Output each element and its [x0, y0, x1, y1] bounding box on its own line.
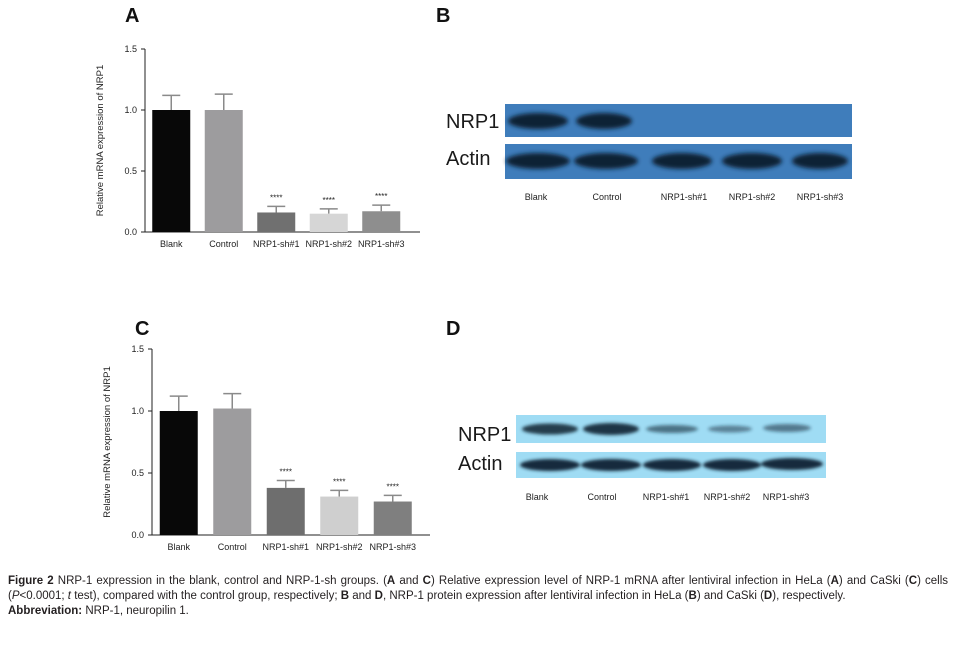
caption-figure-label: Figure 2: [8, 575, 54, 587]
blot-b-lane-control: Control: [592, 192, 621, 202]
figure-caption: Figure 2 NRP-1 expression in the blank, …: [8, 575, 949, 617]
blot-d-nrp1-band-control: [583, 423, 639, 435]
blot-b-actin-band-control: [574, 153, 638, 169]
y-tick-label: 1.0: [124, 105, 137, 115]
caption-ref: C: [422, 575, 431, 587]
blot-b-row-label-nrp1: NRP1: [446, 111, 499, 133]
caption-ref: D: [374, 590, 383, 602]
x-tick-label: NRP1-sh#3: [369, 542, 416, 552]
caption-ref: B: [340, 590, 350, 602]
bar: [320, 496, 359, 535]
blot-b-nrp1-band-blank: [508, 113, 568, 129]
caption-text: test), compared with the control group, …: [71, 590, 338, 602]
caption-text: and: [352, 590, 372, 602]
blot-b-lane-sh3: NRP1-sh#3: [797, 192, 844, 202]
caption-abbreviation-text: NRP-1, neuropilin 1.: [85, 605, 189, 617]
caption-text: ), respectively.: [772, 590, 846, 602]
blot-b-lane-blank: Blank: [525, 192, 548, 202]
caption-text: ) and CaSki (: [696, 590, 764, 602]
blot-d-actin-band-blank: [520, 459, 580, 471]
caption-ref: B: [688, 590, 697, 602]
x-tick-label: NRP1-sh#1: [253, 239, 300, 249]
bar: [373, 501, 412, 535]
blot-d-nrp1-band-blank: [522, 423, 578, 435]
caption-ref: C: [908, 575, 918, 587]
y-tick-label: 1.5: [124, 44, 137, 54]
caption-text: ) and CaSki (: [838, 575, 909, 587]
y-tick-label: 1.5: [131, 344, 144, 354]
caption-ref: t: [67, 590, 71, 602]
significance-label: ****: [323, 196, 335, 205]
caption-text: Relative expression level of NRP-1 mRNA …: [438, 575, 831, 587]
bar: [152, 110, 191, 232]
blot-d-actin-band-control: [581, 459, 641, 471]
x-tick-label: NRP1-sh#3: [358, 239, 405, 249]
blot-b-lane-sh2: NRP1-sh#2: [729, 192, 776, 202]
blot-b-actin-band-sh3: [792, 153, 848, 169]
panel-letter-d: D: [446, 318, 461, 340]
y-tick-label: 0.0: [124, 227, 137, 237]
y-tick-label: 0.0: [131, 530, 144, 540]
x-tick-label: NRP1-sh#2: [305, 239, 352, 249]
panel-letter-a: A: [125, 5, 140, 27]
y-tick-label: 0.5: [131, 468, 144, 478]
blot-d-nrp1-band-sh1: [646, 425, 698, 433]
y-tick-label: 1.0: [131, 406, 144, 416]
bar: [204, 110, 243, 232]
bar: [266, 487, 305, 535]
caption-ref: D: [763, 590, 773, 602]
blot-b-nrp1-band-control: [576, 113, 632, 129]
y-axis-label: Relative mRNA expression of NRP1: [95, 65, 106, 217]
bar: [362, 211, 401, 232]
significance-label: ****: [333, 477, 345, 486]
caption-ref: A: [830, 575, 839, 587]
blot-b-lane-sh1: NRP1-sh#1: [661, 192, 708, 202]
blot-d-lane-control: Control: [587, 492, 616, 502]
blot-b-actin-band-sh2: [722, 153, 782, 169]
blot-d-nrp1-band-sh2: [708, 425, 752, 433]
bar: [159, 411, 198, 535]
x-tick-label: Control: [209, 239, 238, 249]
blot-d-row-label-nrp1: NRP1: [458, 424, 511, 446]
caption-title: NRP-1 expression in the blank, control a…: [57, 575, 379, 587]
blot-d-actin-band-sh3: [761, 458, 823, 470]
blot-d-lane-sh3: NRP1-sh#3: [763, 492, 810, 502]
x-tick-label: NRP1-sh#2: [316, 542, 363, 552]
caption-abbreviation-label: Abbreviation:: [8, 605, 83, 617]
significance-label: ****: [387, 482, 399, 491]
blot-d-row-label-actin: Actin: [458, 453, 502, 475]
blot-d-actin-band-sh1: [643, 459, 701, 471]
x-tick-label: Blank: [160, 239, 183, 249]
x-tick-label: Blank: [167, 542, 190, 552]
significance-label: ****: [375, 192, 387, 201]
bar: [257, 212, 296, 232]
x-tick-label: Control: [218, 542, 247, 552]
blot-b-actin-band-sh1: [652, 153, 712, 169]
caption-ref: P: [11, 590, 20, 602]
significance-label: ****: [280, 467, 292, 476]
y-axis-label: Relative mRNA expression of NRP1: [102, 366, 113, 518]
significance-label: ****: [270, 193, 282, 202]
panel-letter-b: B: [436, 5, 451, 27]
blot-d-lane-blank: Blank: [526, 492, 549, 502]
caption-text: , NRP-1 protein expression after lentivi…: [382, 590, 689, 602]
panel-letter-c: C: [135, 318, 150, 340]
bar: [213, 408, 252, 535]
blot-d-nrp1-band-sh3: [763, 424, 811, 432]
caption-text: <0.0001;: [19, 590, 68, 602]
x-tick-label: NRP1-sh#1: [262, 542, 309, 552]
y-tick-label: 0.5: [124, 166, 137, 176]
blot-b-actin-band-blank: [506, 153, 570, 169]
caption-ref: A: [386, 575, 396, 587]
blot-d-actin-band-sh2: [703, 459, 761, 471]
blot-b-row-label-actin: Actin: [446, 148, 490, 170]
blot-d-lane-sh2: NRP1-sh#2: [704, 492, 751, 502]
blot-d-lane-sh1: NRP1-sh#1: [643, 492, 690, 502]
caption-text: ) cells (: [8, 575, 949, 602]
bar: [309, 213, 348, 232]
